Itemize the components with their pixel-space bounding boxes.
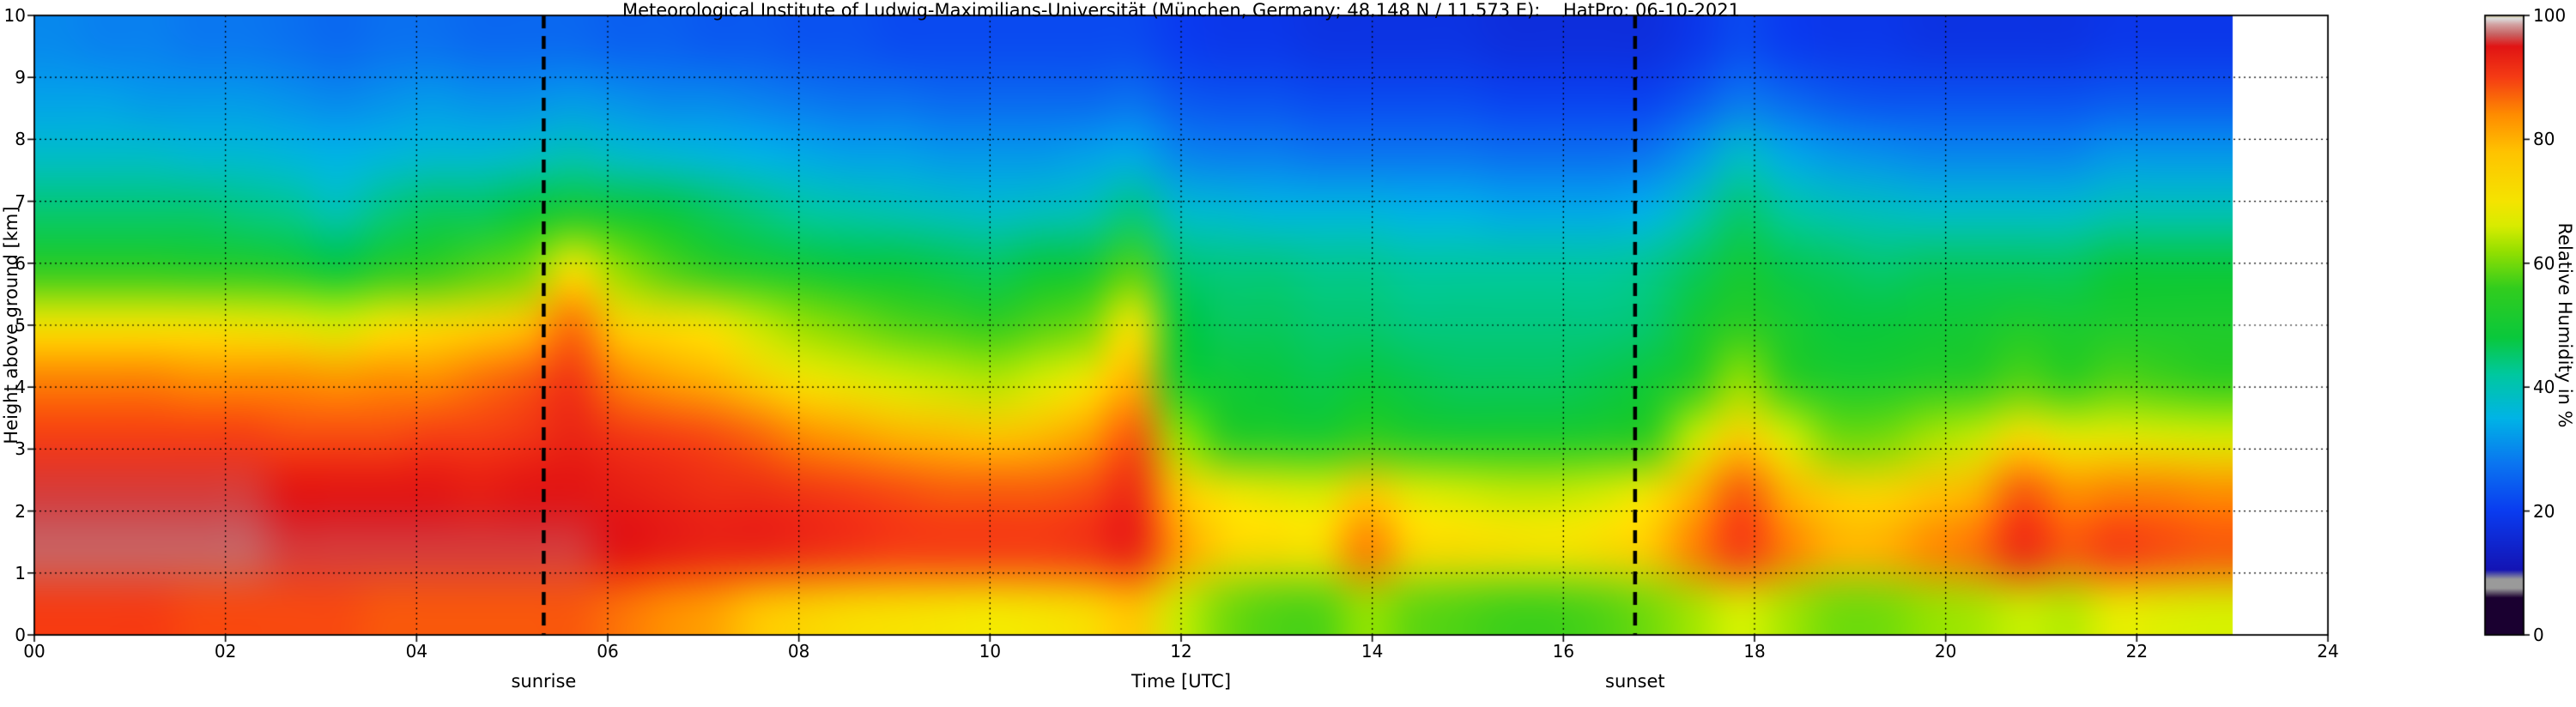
heatmap-canvas [0,0,2576,707]
humidity-time-height-figure: Meteorological Institute of Ludwig-Maxim… [0,0,2576,707]
